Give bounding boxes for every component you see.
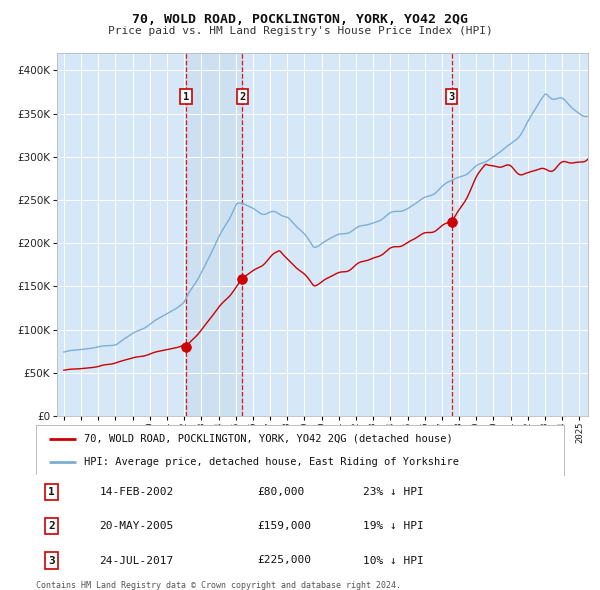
Text: 3: 3 <box>49 556 55 565</box>
Text: 2: 2 <box>49 522 55 531</box>
Text: 2: 2 <box>239 91 245 101</box>
Text: 10% ↓ HPI: 10% ↓ HPI <box>364 556 424 565</box>
Text: £80,000: £80,000 <box>258 487 305 497</box>
Text: 23% ↓ HPI: 23% ↓ HPI <box>364 487 424 497</box>
Text: 70, WOLD ROAD, POCKLINGTON, YORK, YO42 2QG: 70, WOLD ROAD, POCKLINGTON, YORK, YO42 2… <box>132 13 468 26</box>
Text: 20-MAY-2005: 20-MAY-2005 <box>100 522 173 531</box>
Text: 19% ↓ HPI: 19% ↓ HPI <box>364 522 424 531</box>
Text: 1: 1 <box>49 487 55 497</box>
Text: 14-FEB-2002: 14-FEB-2002 <box>100 487 173 497</box>
Text: 1: 1 <box>183 91 190 101</box>
Text: Contains HM Land Registry data © Crown copyright and database right 2024.
This d: Contains HM Land Registry data © Crown c… <box>36 581 401 590</box>
Text: 24-JUL-2017: 24-JUL-2017 <box>100 556 173 565</box>
Text: 70, WOLD ROAD, POCKLINGTON, YORK, YO42 2QG (detached house): 70, WOLD ROAD, POCKLINGTON, YORK, YO42 2… <box>83 434 452 444</box>
Text: Price paid vs. HM Land Registry's House Price Index (HPI): Price paid vs. HM Land Registry's House … <box>107 26 493 36</box>
Text: £225,000: £225,000 <box>258 556 312 565</box>
Text: £159,000: £159,000 <box>258 522 312 531</box>
Text: 3: 3 <box>448 91 455 101</box>
Bar <box>186 53 242 416</box>
Text: HPI: Average price, detached house, East Riding of Yorkshire: HPI: Average price, detached house, East… <box>83 457 458 467</box>
